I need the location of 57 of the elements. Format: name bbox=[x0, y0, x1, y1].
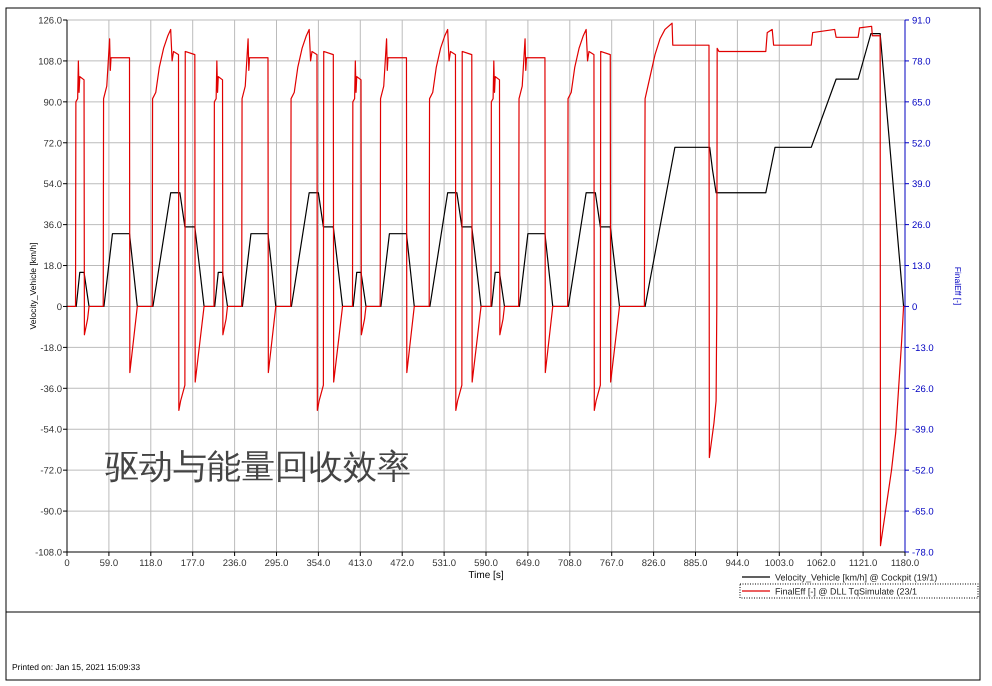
x-tick-label: 708.0 bbox=[558, 558, 582, 569]
y2-tick-label: -78.0 bbox=[912, 548, 934, 558]
x-tick-label: 767.0 bbox=[600, 558, 624, 569]
y-tick-label: -90.0 bbox=[40, 506, 62, 518]
x-tick-label: 885.0 bbox=[684, 558, 708, 569]
x-tick-label: 826.0 bbox=[642, 558, 666, 569]
x-tick-label: 472.0 bbox=[390, 558, 414, 569]
y2-tick-label: -13.0 bbox=[912, 342, 934, 354]
y-axis-title: Velocity_Vehicle [km/h] bbox=[28, 242, 38, 330]
y-tick-label: 0 bbox=[56, 302, 62, 313]
y-tick-label: -72.0 bbox=[40, 466, 62, 477]
x-tick-label: 236.0 bbox=[222, 558, 246, 569]
y2-tick-label: 0 bbox=[912, 302, 918, 313]
y2-tick-label: -39.0 bbox=[912, 424, 934, 436]
y-tick-label: -36.0 bbox=[40, 384, 62, 395]
x-tick-label: 531.0 bbox=[432, 558, 456, 569]
legend-label: FinalEff [-] @ DLL TqSimulate (23/1 bbox=[775, 586, 918, 596]
y2-tick-label: 52.0 bbox=[912, 138, 930, 150]
x-tick-label: 944.0 bbox=[726, 558, 750, 569]
x-tick-label: 295.0 bbox=[264, 558, 288, 569]
y2-tick-label: -52.0 bbox=[912, 466, 934, 477]
x-tick-label: 354.0 bbox=[306, 558, 330, 569]
y-tick-label: 18.0 bbox=[44, 261, 62, 272]
y-tick-label: -18.0 bbox=[40, 342, 62, 354]
x-tick-label: 0 bbox=[64, 558, 70, 569]
y-tick-label: -108.0 bbox=[35, 548, 62, 558]
x-axis-title: Time [s] bbox=[468, 570, 504, 581]
y-tick-label: 126.0 bbox=[38, 16, 62, 26]
y2-tick-label: 26.0 bbox=[912, 220, 930, 232]
y2-tick-label: 78.0 bbox=[912, 56, 930, 68]
y2-tick-label: -65.0 bbox=[912, 506, 934, 518]
text: Printed on: Jan 15, 2021 15:09:33 bbox=[12, 662, 140, 672]
y2-tick-label: 65.0 bbox=[912, 97, 930, 108]
x-tick-label: 59.0 bbox=[100, 558, 118, 569]
line-series bbox=[66, 22, 906, 546]
x-tick-label: 177.0 bbox=[180, 558, 205, 569]
y2-axis-title: FinalEff [-] bbox=[953, 266, 963, 306]
y-tick-label: 90.0 bbox=[44, 97, 62, 108]
x-tick-label: 649.0 bbox=[516, 558, 540, 569]
x-tick-label: 413.0 bbox=[348, 558, 372, 569]
y-tick-label: 36.0 bbox=[44, 220, 62, 232]
x-tick-label: 1180.0 bbox=[890, 558, 920, 569]
y-tick-label: 54.0 bbox=[44, 179, 62, 190]
y2-tick-label: 13.0 bbox=[912, 261, 930, 272]
x-tick-label: 118.0 bbox=[139, 558, 162, 569]
x-tick-label: 1062.0 bbox=[806, 558, 836, 569]
x-tick-label: 1003.0 bbox=[764, 558, 794, 569]
y2-tick-label: 91.0 bbox=[912, 16, 930, 26]
y2-tick-label: 39.0 bbox=[912, 179, 930, 190]
y-tick-label: 108.0 bbox=[38, 56, 62, 68]
x-tick-label: 590.0 bbox=[474, 558, 498, 569]
x-tick-label: 1121.0 bbox=[848, 558, 878, 569]
annotation: 驱动与能量回收效率 bbox=[105, 448, 411, 486]
legend-label: Velocity_Vehicle [km/h] @ Cockpit (19/1) bbox=[775, 572, 938, 582]
y-tick-label: -54.0 bbox=[40, 424, 62, 436]
y-tick-label: 72.0 bbox=[44, 138, 62, 150]
y2-tick-label: -26.0 bbox=[912, 384, 934, 395]
